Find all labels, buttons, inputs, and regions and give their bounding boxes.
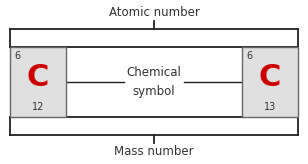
Text: Chemical
symbol: Chemical symbol	[127, 66, 181, 98]
Text: C: C	[27, 63, 49, 92]
Text: 12: 12	[32, 102, 44, 112]
Text: 6: 6	[14, 51, 20, 61]
Bar	[242, 47, 298, 117]
Text: 6: 6	[246, 51, 252, 61]
Text: C: C	[259, 63, 281, 92]
Text: 13: 13	[264, 102, 276, 112]
Bar	[10, 47, 66, 117]
Text: Mass number: Mass number	[114, 145, 194, 158]
Text: Atomic number: Atomic number	[108, 6, 200, 19]
